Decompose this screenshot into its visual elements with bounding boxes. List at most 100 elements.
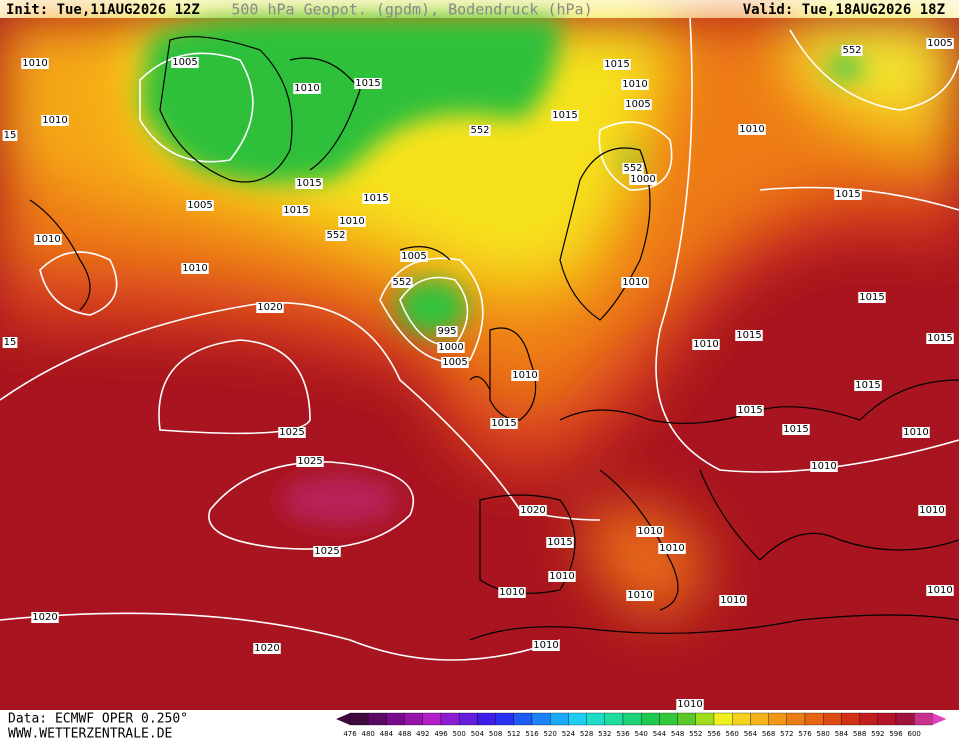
colorbar-label: 600 — [908, 730, 921, 738]
isobar-label-box — [34, 234, 62, 245]
isobar-label-box — [676, 699, 704, 710]
isobar-label: 1015 — [855, 380, 880, 391]
isobar-label: 1010 — [42, 115, 67, 126]
isobar-label: 1010 — [739, 124, 764, 135]
isobar-label: 1020 — [257, 302, 282, 313]
isobar-label-box — [441, 357, 469, 368]
isobar-label: 1020 — [32, 612, 57, 623]
isobar-label-box — [313, 546, 341, 557]
map-title: 500 hPa Geopot. (gpdm), Bodendruck (hPa) — [231, 1, 592, 19]
colorbar-arrow-right — [932, 713, 947, 725]
isobar-label: 1005 — [927, 38, 952, 49]
isobar-label-box — [181, 263, 209, 274]
isobar-label: 1010 — [659, 543, 684, 554]
isobar-label: 1010 — [622, 277, 647, 288]
isobar-label: 1025 — [279, 427, 304, 438]
isobar-label-box — [532, 640, 560, 651]
isobar-label-box — [546, 537, 574, 548]
isobar-label: 1010 — [677, 699, 702, 710]
colorbar-swatch — [586, 712, 605, 726]
colorbar-label: 488 — [398, 730, 411, 738]
isobar-label: 1015 — [859, 292, 884, 303]
colorbar-label: 552 — [689, 730, 702, 738]
isobar-label-box — [437, 342, 465, 353]
isobar-label-box — [782, 424, 810, 435]
colorbar-swatch — [349, 712, 369, 726]
isobar-label-box — [325, 230, 347, 241]
isobar-label-box — [186, 200, 214, 211]
isobar-label: 552 — [842, 45, 861, 56]
isobar-label-box — [926, 333, 954, 344]
colorbar-swatch — [786, 712, 806, 726]
colorbar-label: 568 — [762, 730, 775, 738]
colorbar-label: 528 — [580, 730, 593, 738]
isobar-label-box — [626, 590, 654, 601]
colorbar-swatch — [568, 712, 587, 726]
isobar-label: 1010 — [720, 595, 745, 606]
isobar-label: 1015 — [927, 333, 952, 344]
isobar-label-box — [692, 339, 720, 350]
isobar-label: 1015 — [491, 418, 516, 429]
colorbar-label: 480 — [362, 730, 375, 738]
isobar-label: 552 — [326, 230, 345, 241]
isobar-label-box — [498, 587, 526, 598]
colorbar-label: 476 — [343, 730, 357, 738]
isobar-label-box — [621, 277, 649, 288]
isobar-label: 995 — [437, 326, 456, 337]
colorbar-swatch — [495, 712, 514, 726]
isobar-label: 15 — [4, 337, 17, 348]
coastlines — [29, 36, 959, 641]
isobar-label-box — [902, 427, 930, 438]
colorbar-label: 520 — [544, 730, 557, 738]
colorbar-label: 532 — [598, 730, 611, 738]
isobar-label-box — [622, 163, 644, 174]
colorbar-label: 576 — [798, 730, 812, 738]
isobar-label: 1020 — [520, 505, 545, 516]
isobar-label: 1015 — [604, 59, 629, 70]
isobar-label-box — [338, 216, 366, 227]
colorbar-label: 540 — [635, 730, 648, 738]
isobar-label-box — [858, 292, 886, 303]
isobar-label: 1015 — [283, 205, 308, 216]
isobar-label-box — [738, 124, 766, 135]
init-time: Init: Tue,11AUG2026 12Z — [6, 2, 200, 18]
isobar-label-box — [511, 370, 539, 381]
isobar-label-box — [362, 193, 390, 204]
colorbar-label: 596 — [889, 730, 903, 738]
isobar-label: 552 — [623, 163, 642, 174]
colorbar-swatch — [641, 712, 660, 726]
isobar-label: 1025 — [297, 456, 322, 467]
isobar-label-box — [719, 595, 747, 606]
isobar-label: 1010 — [499, 587, 524, 598]
colorbar-label: 524 — [562, 730, 576, 738]
colorbar-label: 572 — [780, 730, 793, 738]
colorbar-label: 564 — [744, 730, 758, 738]
colorbar-label: 516 — [525, 730, 539, 738]
isobar-label: 1015 — [363, 193, 388, 204]
colorbar-swatch — [677, 712, 696, 726]
isobar-label-box — [658, 543, 686, 554]
colorbar-swatch — [459, 712, 478, 726]
isobar-label-box — [490, 418, 518, 429]
colorbar-label: 484 — [380, 730, 394, 738]
colorbar-label: 504 — [471, 730, 485, 738]
colorbar-swatch — [695, 712, 715, 726]
isobar-label: 1010 — [637, 526, 662, 537]
colorbar-label: 588 — [853, 730, 866, 738]
colorbar-label: 496 — [434, 730, 448, 738]
colorbar-swatch — [422, 712, 442, 726]
colorbar-swatch — [404, 712, 423, 726]
colorbar-swatch — [477, 712, 496, 726]
colorbar-swatch — [732, 712, 751, 726]
isobar-label-box — [926, 585, 954, 596]
isobar-label: 1010 — [903, 427, 928, 438]
isobar-label: 1015 — [547, 537, 572, 548]
colorbar-swatch — [859, 712, 878, 726]
colorbar-swatch — [531, 712, 551, 726]
isobar-label: 1005 — [172, 57, 197, 68]
isobar-label: 1015 — [783, 424, 808, 435]
colorbar-label: 584 — [835, 730, 849, 738]
colorbar-swatch — [768, 712, 787, 726]
isobar-label: 1010 — [549, 571, 574, 582]
